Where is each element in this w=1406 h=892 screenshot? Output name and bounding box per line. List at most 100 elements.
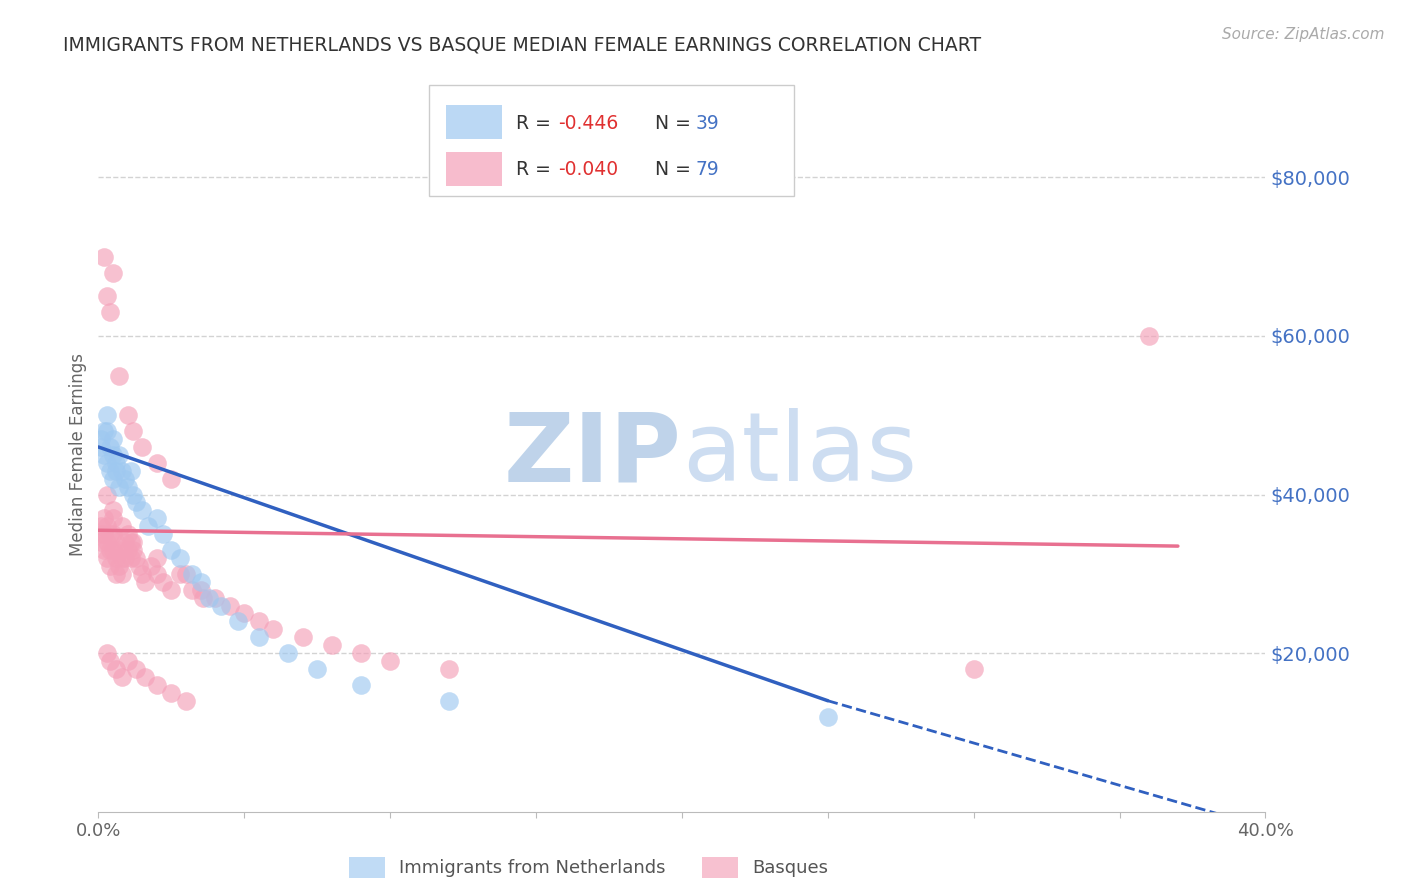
Point [134, 670, 156, 684]
Point [98, 654, 121, 668]
Point [122, 487, 145, 501]
Point [262, 623, 284, 637]
Legend: Immigrants from Netherlands, Basques: Immigrants from Netherlands, Basques [342, 849, 835, 885]
Point [96, 646, 118, 660]
Point [108, 558, 131, 573]
Point [90, 535, 112, 549]
Point [307, 662, 329, 676]
Point [111, 464, 134, 478]
Point [93, 424, 115, 438]
Point [108, 543, 131, 558]
Point [198, 591, 221, 605]
Point [90, 432, 112, 446]
Text: 39: 39 [696, 113, 720, 133]
Point [160, 543, 183, 558]
Point [437, 694, 460, 708]
Text: R =: R = [516, 113, 557, 133]
Point [169, 566, 191, 581]
Text: -0.446: -0.446 [558, 113, 619, 133]
Point [437, 662, 460, 676]
Point [174, 694, 197, 708]
Point [114, 472, 136, 486]
Point [131, 503, 153, 517]
Point [277, 646, 299, 660]
Text: atlas: atlas [682, 409, 917, 501]
Point [117, 480, 139, 494]
Point [101, 448, 124, 462]
Point [117, 409, 139, 423]
Point [122, 543, 145, 558]
Point [96, 487, 118, 501]
Point [193, 591, 215, 605]
Point [139, 558, 162, 573]
Point [321, 638, 343, 652]
Point [93, 448, 115, 462]
Point [98, 543, 121, 558]
Point [120, 464, 142, 478]
Point [108, 448, 131, 462]
Point [350, 646, 373, 660]
Text: N =: N = [643, 160, 696, 179]
Point [169, 551, 191, 566]
Text: ZIP: ZIP [503, 409, 682, 501]
Point [96, 535, 118, 549]
Point [125, 495, 148, 509]
Point [125, 662, 148, 676]
Point [96, 409, 118, 423]
Point [93, 543, 115, 558]
Point [204, 591, 226, 605]
Point [101, 472, 124, 486]
Point [104, 566, 127, 581]
Point [101, 543, 124, 558]
Point [104, 662, 127, 676]
Point [117, 654, 139, 668]
Point [101, 266, 124, 280]
Point [146, 678, 169, 692]
Point [122, 535, 145, 549]
Point [233, 607, 256, 621]
Text: Source: ZipAtlas.com: Source: ZipAtlas.com [1222, 27, 1385, 42]
Text: 79: 79 [696, 160, 720, 179]
Point [174, 566, 197, 581]
Y-axis label: Median Female Earnings: Median Female Earnings [69, 353, 87, 557]
Point [128, 558, 150, 573]
Point [104, 535, 127, 549]
Point [93, 527, 115, 541]
Point [114, 551, 136, 566]
Point [125, 551, 148, 566]
Point [134, 574, 156, 589]
Point [98, 558, 121, 573]
Point [962, 662, 984, 676]
Point [117, 527, 139, 541]
Point [350, 678, 373, 692]
Point [247, 630, 270, 644]
Point [146, 456, 169, 470]
Point [1137, 329, 1160, 343]
Point [96, 519, 118, 533]
Point [104, 464, 127, 478]
Point [120, 535, 142, 549]
Point [228, 615, 250, 629]
Point [93, 250, 115, 264]
Point [108, 480, 131, 494]
Point [291, 630, 314, 644]
Point [98, 305, 121, 319]
Point [146, 511, 169, 525]
Point [817, 709, 839, 723]
Point [111, 551, 134, 566]
Point [218, 599, 240, 613]
Text: N =: N = [643, 113, 696, 133]
Point [152, 527, 174, 541]
Point [90, 527, 112, 541]
Point [101, 432, 124, 446]
Point [101, 511, 124, 525]
Point [378, 654, 402, 668]
Point [114, 535, 136, 549]
Text: R =: R = [516, 160, 557, 179]
Point [111, 519, 134, 533]
Text: -0.040: -0.040 [558, 160, 619, 179]
Point [190, 582, 212, 597]
Point [180, 582, 202, 597]
Point [146, 551, 169, 566]
Point [247, 615, 270, 629]
